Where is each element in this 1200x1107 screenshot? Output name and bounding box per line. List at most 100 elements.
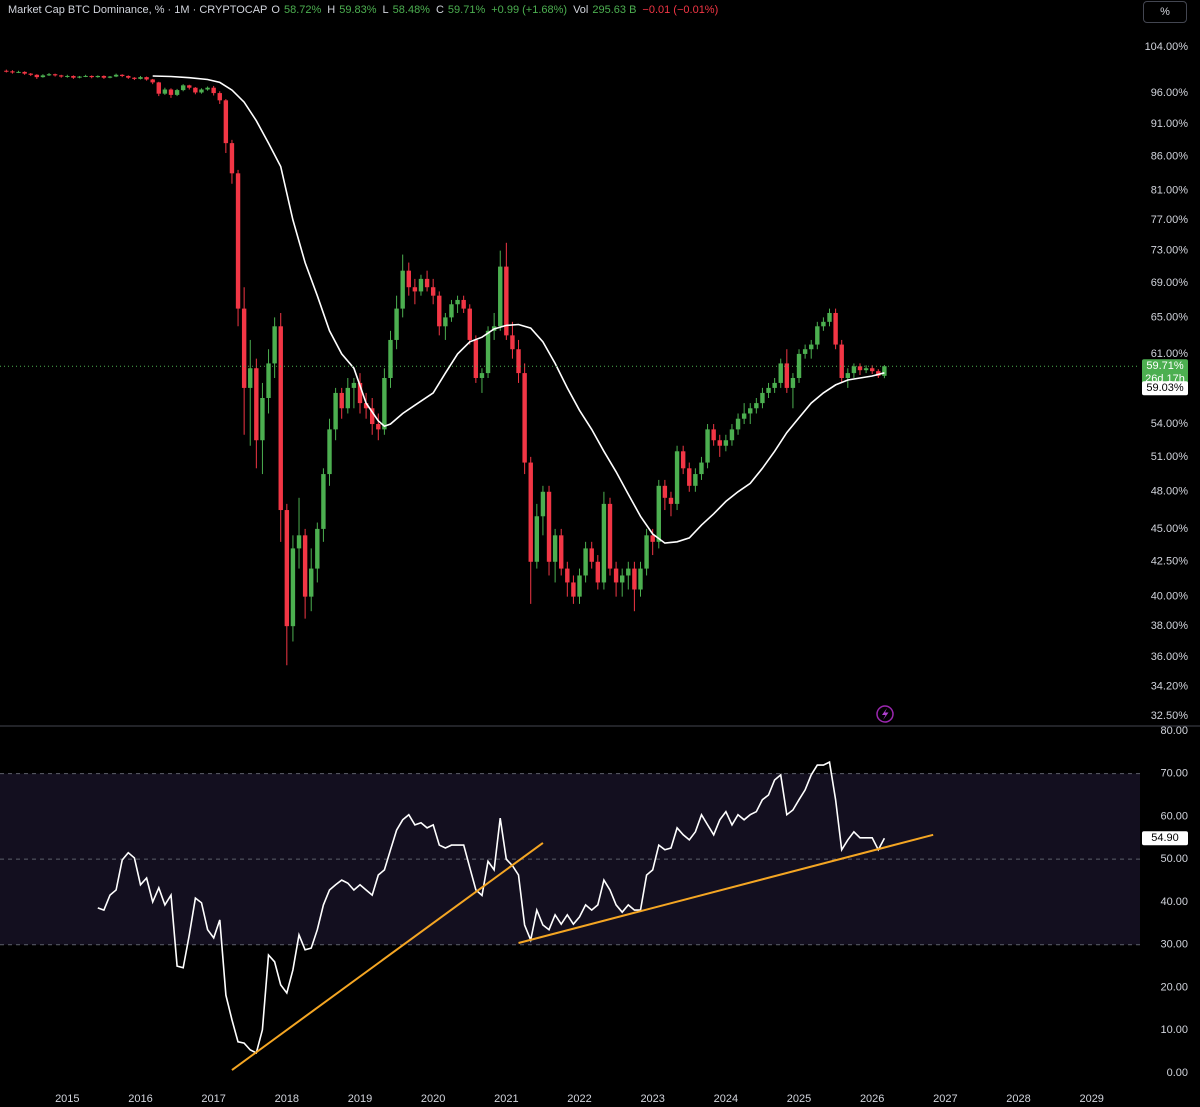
ma-value-label: 59.03% xyxy=(1146,382,1184,394)
y-tick-label: 38.00% xyxy=(1151,620,1189,632)
candle-body xyxy=(327,429,332,475)
candle-body xyxy=(132,77,137,79)
candle-body xyxy=(455,299,460,305)
candle-body xyxy=(711,429,716,441)
x-tick-label: 2016 xyxy=(128,1093,152,1105)
candle-body xyxy=(52,74,58,76)
candle-body xyxy=(223,100,229,144)
candle-body xyxy=(534,516,540,562)
candle-body xyxy=(601,503,607,583)
candle-body xyxy=(626,568,631,576)
candle-body xyxy=(339,392,344,409)
ma-value-tag xyxy=(1142,381,1188,396)
candle-body xyxy=(4,70,9,72)
volume-value: 295.63 B xyxy=(592,4,637,16)
candle-body xyxy=(241,308,247,388)
candle-body xyxy=(59,75,64,77)
candle-body xyxy=(863,368,869,371)
candle-body xyxy=(461,299,466,309)
candle-body xyxy=(613,568,619,583)
x-tick-label: 2015 xyxy=(55,1093,79,1105)
x-tick-label: 2028 xyxy=(1006,1093,1030,1105)
candle-body xyxy=(357,382,363,404)
candle-body xyxy=(144,77,149,80)
candle-body xyxy=(577,575,582,597)
y-tick-label: 42.50% xyxy=(1151,556,1189,568)
y-tick-label: 34.20% xyxy=(1151,681,1189,693)
candle-body xyxy=(827,312,832,322)
y-tick-label: 86.00% xyxy=(1151,150,1189,162)
candle-body xyxy=(662,485,668,498)
candle-body xyxy=(119,74,125,76)
candle-body xyxy=(406,270,411,288)
candle-body xyxy=(619,575,625,583)
candle-body xyxy=(516,349,521,374)
candle-body xyxy=(369,408,375,425)
scale-button[interactable]: % xyxy=(1143,1,1187,23)
candle-body xyxy=(467,308,472,340)
candle-body xyxy=(174,90,180,95)
y-tick-label: 45.00% xyxy=(1151,523,1189,535)
candle-body xyxy=(845,373,851,378)
y-tick-label: 61.00% xyxy=(1151,348,1189,360)
volume-label: Vol xyxy=(573,4,589,16)
y-tick-label: 40.00% xyxy=(1151,591,1189,603)
candle-body xyxy=(77,76,82,78)
candle-body xyxy=(735,418,741,430)
y-tick-label: 70.00 xyxy=(1160,768,1188,780)
y-tick-label: 65.00% xyxy=(1151,311,1189,323)
candle-body xyxy=(290,548,296,627)
y-tick-label: 10.00 xyxy=(1160,1024,1188,1036)
x-tick-label: 2029 xyxy=(1079,1093,1103,1105)
candle-body xyxy=(778,363,783,383)
candle-body xyxy=(680,451,686,469)
y-tick-label: 91.00% xyxy=(1151,118,1189,130)
candle-body xyxy=(34,74,40,78)
candle-body xyxy=(46,74,52,76)
low-value: 58.48% xyxy=(392,4,430,16)
candle-body xyxy=(113,74,119,77)
candle-body xyxy=(583,548,588,576)
candle-body xyxy=(498,266,503,327)
x-tick-label: 2021 xyxy=(494,1093,518,1105)
candle-body xyxy=(809,344,814,350)
candle-body xyxy=(321,474,326,529)
candle-body xyxy=(40,75,46,78)
candles xyxy=(4,69,887,666)
candle-body xyxy=(754,403,759,409)
candle-body xyxy=(376,424,381,430)
candle-body xyxy=(28,73,33,75)
y-tick-label: 30.00 xyxy=(1160,939,1188,951)
candle-body xyxy=(693,474,698,486)
rsi-value-tag xyxy=(1142,831,1188,846)
candle-body xyxy=(217,93,222,101)
candle-body xyxy=(309,568,314,597)
candle-body xyxy=(772,382,777,388)
candle-body xyxy=(254,368,259,441)
candle-body xyxy=(473,339,479,378)
last-price-tag xyxy=(1142,359,1188,387)
volume-change: −0.01 (−0.01%) xyxy=(642,4,719,16)
candle-body xyxy=(882,366,887,376)
candle-body xyxy=(748,408,753,414)
candle-body xyxy=(333,392,338,430)
alert-icon-ring xyxy=(876,705,894,723)
y-tick-label: 32.50% xyxy=(1151,710,1189,722)
candle-body xyxy=(741,413,747,419)
y-tick-label: 104.00% xyxy=(1145,41,1189,53)
candle-body xyxy=(876,371,881,376)
rsi-line xyxy=(97,760,886,1055)
candle-body xyxy=(388,339,393,378)
x-tick-label: 2027 xyxy=(933,1093,957,1105)
candle-body xyxy=(449,304,454,318)
candle-body xyxy=(400,270,405,309)
y-tick-label: 50.00 xyxy=(1160,853,1188,865)
y-tick-label: 54.00% xyxy=(1151,418,1189,430)
y-tick-label: 51.00% xyxy=(1151,451,1189,463)
y-tick-label: 80.00 xyxy=(1160,725,1188,737)
high-label: H xyxy=(327,4,336,16)
candle-body xyxy=(571,582,576,597)
candle-body xyxy=(126,75,131,78)
y-tick-label: 96.00% xyxy=(1151,87,1189,99)
low-label: L xyxy=(382,4,389,16)
